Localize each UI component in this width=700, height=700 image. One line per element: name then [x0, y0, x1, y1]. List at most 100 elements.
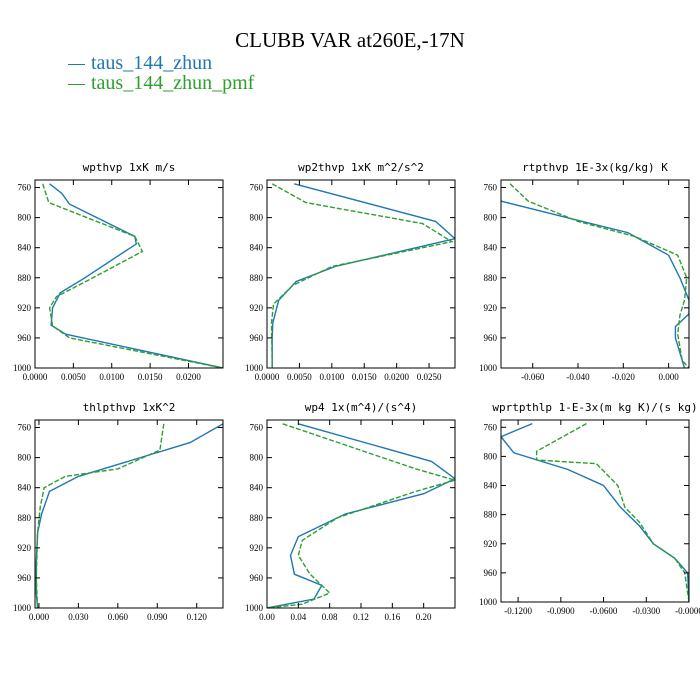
y-tick-label: 840	[484, 243, 498, 253]
y-tick-label: 880	[18, 273, 32, 283]
y-tick-label: 800	[484, 213, 498, 223]
plot-frame	[266, 419, 456, 609]
y-tick-label: 920	[250, 543, 264, 553]
y-tick-label: 760	[484, 183, 498, 193]
x-tick-label: 0.12	[353, 612, 369, 622]
plot-frame	[266, 179, 456, 369]
y-tick-label: 760	[18, 183, 32, 193]
series-line-zhun-pmf	[42, 183, 223, 368]
y-tick-label: 760	[484, 422, 498, 432]
y-tick-label: 800	[18, 213, 32, 223]
x-tick-label: 0.0200	[176, 372, 201, 382]
series-line-zhun	[501, 200, 689, 368]
x-tick-label: 0.0100	[319, 372, 344, 382]
x-tick-label: 0.04	[290, 612, 306, 622]
y-tick-label: 920	[250, 303, 264, 313]
series-line-zhun-pmf	[270, 183, 454, 368]
series-line-zhun-pmf	[535, 422, 689, 602]
subplot-title: thlpthvp 1xK^2	[83, 401, 176, 414]
subplot-1: wpthvp 1xK m/s76080084088092096010000.00…	[13, 161, 224, 382]
y-tick-label: 1000	[479, 363, 498, 373]
x-tick-label: 0.0000	[255, 372, 280, 382]
y-tick-label: 1000	[13, 363, 32, 373]
y-tick-label: 960	[484, 568, 498, 578]
y-tick-label: 760	[250, 423, 264, 433]
series-line-zhun	[501, 422, 689, 602]
plot-frame	[34, 179, 224, 369]
legend-label-zhun-pmf: taus_144_zhun_pmf	[91, 72, 255, 94]
plot-frame	[34, 419, 224, 609]
y-tick-label: 840	[484, 481, 498, 491]
y-tick-label: 840	[18, 243, 32, 253]
y-tick-label: 920	[484, 303, 498, 313]
y-tick-label: 1000	[13, 603, 32, 613]
x-tick-label: 0.08	[322, 612, 338, 622]
subplot-title: rtpthvp 1E-3x(kg/kg) K	[522, 161, 668, 174]
subplot-title: wp2thvp 1xK m^2/s^2	[298, 161, 424, 174]
legend-label-zhun: taus_144_zhun	[91, 52, 213, 74]
x-tick-label: -0.0000	[675, 606, 700, 616]
legend-line-swatch	[68, 63, 85, 65]
y-tick-label: 800	[18, 453, 32, 463]
y-tick-label: 880	[484, 510, 498, 520]
y-tick-label: 880	[250, 273, 264, 283]
x-tick-label: 0.00	[259, 612, 275, 622]
x-tick-label: 0.0000	[23, 372, 48, 382]
x-tick-label: 0.0100	[99, 372, 124, 382]
subplot-4: thlpthvp 1xK^2 760 800 840 880 920 960 10000.00…	[13, 401, 224, 622]
y-tick-label: 960	[250, 573, 264, 583]
subplot-6: wprtpthlp 1-E-3x(m kg K)/(s kg) 760 800 840…	[479, 401, 700, 616]
x-tick-label: -0.0300	[632, 606, 660, 616]
y-tick-label: 760	[250, 183, 264, 193]
series-line-zhun	[35, 423, 223, 608]
x-tick-label: 0.0050	[61, 372, 86, 382]
y-tick-label: 800	[484, 451, 498, 461]
y-tick-label: 840	[18, 483, 32, 493]
y-tick-label: 880	[18, 513, 32, 523]
x-tick-label: -0.1200	[504, 606, 532, 616]
y-tick-label: 880	[250, 513, 264, 523]
y-tick-label: 960	[484, 333, 498, 343]
series-line-zhun-pmf	[509, 183, 689, 368]
x-tick-label: 0.030	[68, 612, 89, 622]
y-tick-label: 800	[250, 453, 264, 463]
x-tick-label: -0.020	[612, 372, 636, 382]
x-tick-label: 0.000	[29, 612, 50, 622]
subplot-title: wp4 1x(m^4)/(s^4)	[305, 401, 418, 414]
x-tick-label: 0.0050	[287, 372, 312, 382]
y-tick-label: 760	[18, 423, 32, 433]
y-tick-label: 1000	[245, 363, 264, 373]
series-line-zhun	[271, 183, 455, 368]
y-tick-label: 840	[250, 243, 264, 253]
x-tick-label: -0.040	[566, 372, 590, 382]
y-tick-label: 960	[18, 573, 32, 583]
y-tick-label: 880	[484, 273, 498, 283]
subplot-title: wprtpthlp 1-E-3x(m kg K)/(s kg)	[492, 401, 697, 414]
subplot-5: wp4 1x(m^4)/(s^4)76080084088092096010000…	[245, 401, 456, 622]
y-tick-label: 800	[250, 213, 264, 223]
x-tick-label: -0.0600	[590, 606, 618, 616]
y-tick-label: 920	[484, 539, 498, 549]
figure-title: CLUBB VAR at260E,-17N	[235, 28, 465, 52]
x-tick-label: 0.20	[416, 612, 432, 622]
y-tick-label: 960	[250, 333, 264, 343]
x-tick-label: -0.0900	[547, 606, 575, 616]
y-tick-label: 1000	[479, 597, 498, 607]
x-tick-label: 0.090	[147, 612, 168, 622]
plot-frame	[500, 179, 690, 369]
y-tick-label: 840	[250, 483, 264, 493]
legend-item-zhun-pmf: taus_144_zhun_pmf	[68, 72, 254, 95]
x-tick-label: 0.0150	[352, 372, 377, 382]
subplot-2: wp2thvp 1xK m^2/s^2 760 800 840 880 920 960 100…	[245, 161, 456, 382]
x-tick-label: 0.060	[108, 612, 129, 622]
x-tick-label: 0.120	[187, 612, 208, 622]
y-tick-label: 1000	[245, 603, 264, 613]
x-tick-label: -0.060	[521, 372, 545, 382]
subplot-3: rtpthvp 1E-3x(kg/kg) K 760 800 840 880 920 960…	[479, 161, 690, 382]
x-tick-label: 0.000	[658, 372, 679, 382]
series-line-zhun	[267, 423, 455, 608]
x-tick-label: 0.0150	[138, 372, 163, 382]
plot-frame	[500, 419, 690, 603]
